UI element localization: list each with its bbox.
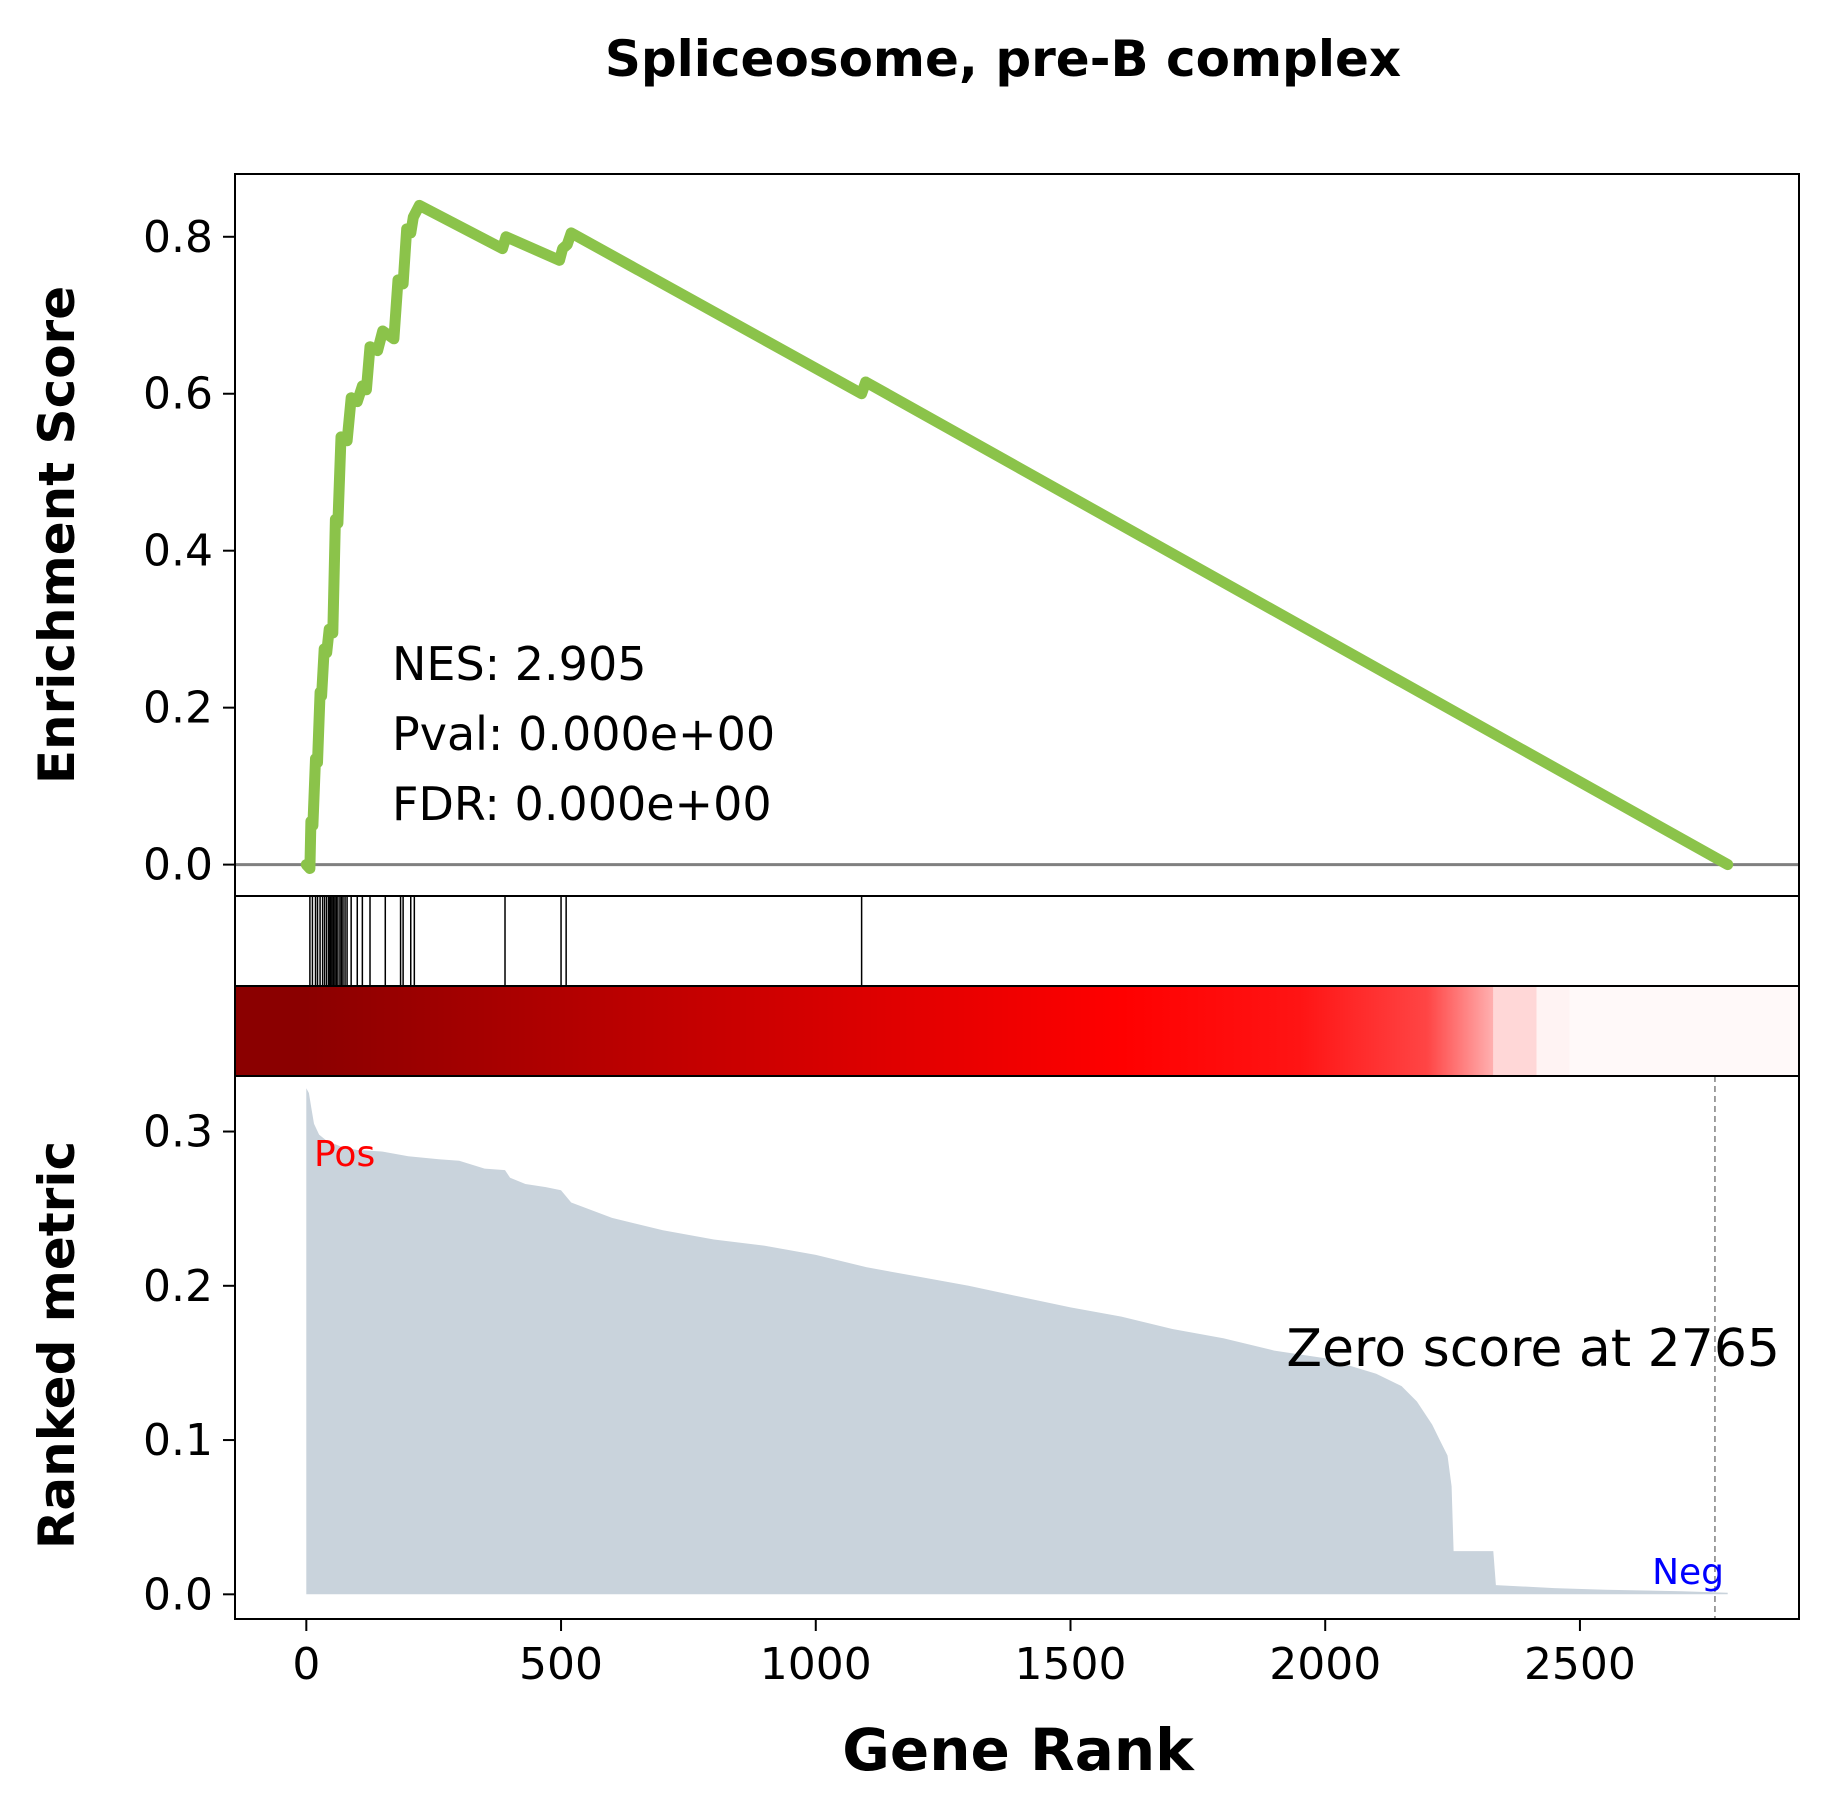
heatmap-block	[1493, 986, 1537, 1076]
x-tick-label: 1000	[760, 1639, 872, 1690]
nes-label: NES: 2.905	[392, 637, 646, 691]
fdr-label: FDR: 0.000e+00	[392, 777, 772, 831]
es-series-line	[300, 199, 1734, 874]
rank-heatmap-panel	[234, 985, 1800, 1077]
x-tick-label: 2500	[1524, 1639, 1636, 1690]
x-tick-label: 500	[519, 1639, 603, 1690]
x-tick-label: 2000	[1269, 1639, 1381, 1690]
heatmap-gradient	[235, 986, 1494, 1076]
metric-y-axis-label: Ranked metric	[28, 1141, 86, 1549]
enrichment-score-panel: 0.0 0.2 0.4 0.6 0.8 NES: 2.905 Pval: 0.000e+…	[143, 173, 1800, 897]
pos-label: Pos	[314, 1134, 375, 1175]
zero-score-label: Zero score at 2765	[1286, 1319, 1780, 1379]
metric-tick-label: 0.3	[143, 1107, 213, 1158]
x-axis-label: Gene Rank	[842, 1716, 1195, 1784]
es-tick-label: 0.2	[143, 683, 213, 734]
metric-panel-frame	[234, 1075, 1800, 1620]
es-tick-label: 0.8	[143, 212, 213, 263]
heatmap-block	[1536, 986, 1570, 1076]
heatmap-block	[1569, 986, 1799, 1076]
neg-label: Neg	[1652, 1552, 1724, 1593]
metric-tick-label: 0.0	[143, 1569, 213, 1620]
es-tick-label: 0.0	[143, 840, 213, 891]
es-tick-label: 0.4	[143, 526, 213, 577]
chart-title: Spliceosome, pre-B complex	[605, 30, 1401, 88]
hit-markers	[309, 896, 863, 986]
x-tick-label: 1500	[1014, 1639, 1126, 1690]
heatmap-blocks	[1493, 986, 1799, 1076]
hits-panel-frame	[234, 895, 1800, 987]
x-axis: 0 500 1000 1500 2000 2500	[292, 1619, 1636, 1690]
ranked-metric-area	[306, 1088, 1728, 1595]
es-y-axis: 0.0 0.2 0.4 0.6 0.8	[143, 212, 235, 891]
pval-label: Pval: 0.000e+00	[392, 707, 775, 761]
es-tick-label: 0.6	[143, 369, 213, 420]
hits-panel	[234, 895, 1800, 987]
es-y-axis-label: Enrichment Score	[28, 286, 86, 784]
metric-tick-label: 0.1	[143, 1415, 213, 1466]
x-tick-label: 0	[292, 1639, 320, 1690]
metric-tick-label: 0.2	[143, 1261, 213, 1312]
metric-y-axis: 0.0 0.1 0.2 0.3	[143, 1107, 235, 1620]
ranked-metric-panel: 0.0 0.1 0.2 0.3 Pos Neg Zero score at 2765	[143, 1075, 1800, 1620]
